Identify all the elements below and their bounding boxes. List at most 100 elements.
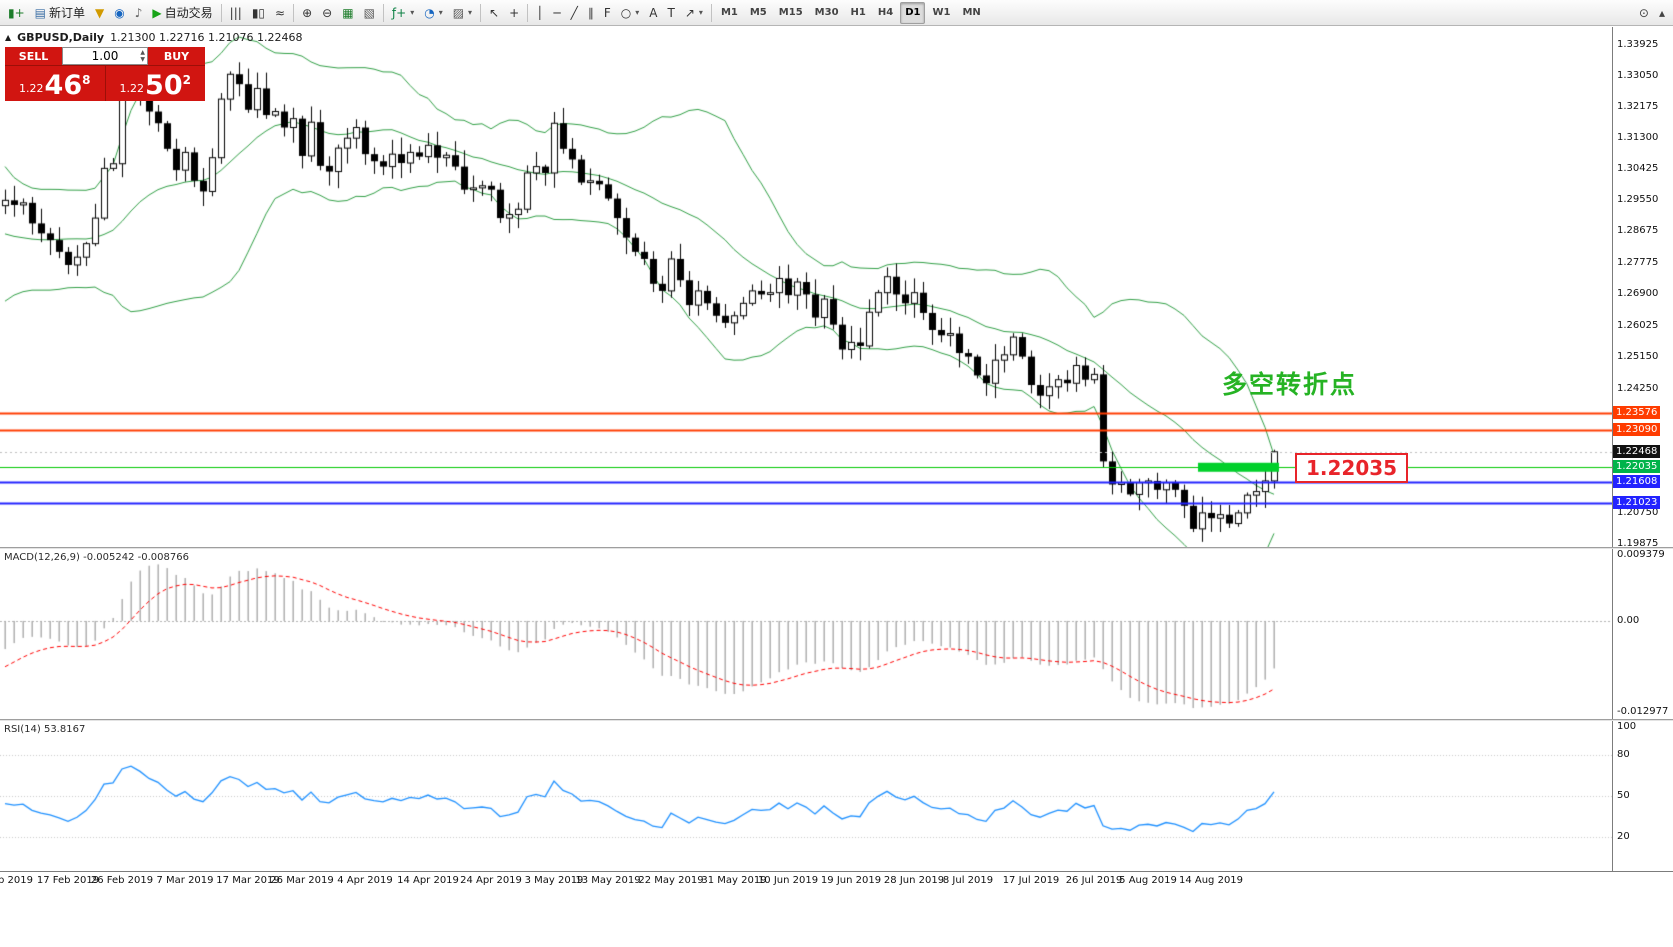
zoom-out-icon: ⊖: [322, 5, 333, 20]
chart-ohlc-values: 1.21300 1.22716 1.21076 1.22468: [110, 31, 303, 44]
zoom-out-button[interactable]: ⊖: [318, 2, 336, 24]
autotrading-icon: ▶: [152, 5, 162, 20]
cursor-icon: ↖: [489, 5, 500, 20]
time-axis-label: 19 Jun 2019: [820, 875, 882, 886]
volume-up-button[interactable]: ▲: [140, 49, 145, 56]
candlestick-chart-button[interactable]: ▮▯: [248, 2, 269, 24]
tile-windows-icon: ▦: [342, 5, 354, 20]
new-order-button[interactable]: ▤ 新订单: [31, 2, 89, 24]
macd-canvas[interactable]: [0, 549, 1612, 719]
rsi-axis[interactable]: 100 80 50 20: [1612, 721, 1673, 871]
chart-symbol-label: GBPUSD,Daily: [17, 31, 105, 44]
sell-button[interactable]: SELL: [5, 47, 62, 65]
trendline-icon: ╱: [570, 5, 578, 20]
rsi-axis-label: 100: [1617, 721, 1637, 732]
volume-down-button[interactable]: ▼: [140, 56, 145, 63]
market-watch-icon: ◉: [114, 5, 125, 20]
autotrading-button[interactable]: ▶ 自动交易: [148, 2, 216, 24]
sell-price-big: 46: [44, 70, 83, 101]
tile-windows-button[interactable]: ▦: [338, 2, 357, 24]
search-button[interactable]: ⊙: [1635, 2, 1653, 24]
shapes-button[interactable]: ○ ▾: [617, 2, 644, 24]
volume-input[interactable]: 1.00 ▲ ▼: [62, 47, 148, 65]
price-axis-label: 1.31300: [1617, 132, 1659, 144]
timeframe-mn-button[interactable]: MN: [962, 7, 981, 18]
bar-chart-icon: |||: [229, 5, 242, 20]
buy-button[interactable]: BUY: [148, 47, 205, 65]
timeframe-m5-button[interactable]: M5: [749, 7, 767, 18]
templates-button[interactable]: ▨ ▾: [449, 2, 476, 24]
indicators-icon: ƒ+: [391, 5, 407, 20]
panel-splitter[interactable]: [0, 719, 1673, 721]
arrows-button[interactable]: ↗ ▾: [681, 2, 707, 24]
fibonacci-icon: F: [603, 5, 611, 20]
timeframe-w1-button[interactable]: W1: [932, 7, 951, 18]
indicators-button[interactable]: ƒ+ ▾: [388, 2, 418, 24]
timeframe-m15-button[interactable]: M15: [778, 7, 803, 18]
fibonacci-button[interactable]: F: [600, 2, 615, 24]
one-click-trading-panel: SELL 1.00 ▲ ▼ BUY 1.22 46 8 1.22: [5, 47, 205, 101]
price-axis[interactable]: 1.33925 1.33050 1.32175 1.31300 1.30425 1.295…: [1612, 27, 1673, 547]
chevron-down-icon: ▾: [698, 8, 703, 17]
vertical-line-icon: │: [536, 5, 544, 20]
vertical-line-button[interactable]: │: [532, 2, 547, 24]
price-axis-tag[interactable]: 1.22035: [1613, 460, 1661, 474]
line-chart-button[interactable]: ≈: [271, 2, 289, 24]
autotrading-label: 自动交易: [164, 6, 213, 20]
chart-profiles-button[interactable]: ▼: [91, 2, 108, 24]
rsi-axis-label: 20: [1617, 831, 1630, 843]
new-chart-button[interactable]: ▮+: [4, 2, 29, 24]
toolbar-separator: [293, 3, 295, 22]
timeframe-m30-button[interactable]: M30: [814, 7, 839, 18]
volume-value: 1.00: [91, 49, 119, 63]
price-axis-label: 1.29550: [1617, 194, 1659, 206]
zoom-in-icon: ⊕: [302, 5, 313, 20]
sell-price-button[interactable]: 1.22 46 8: [5, 66, 105, 101]
price-axis-label: 1.32175: [1617, 101, 1659, 113]
price-callout-label[interactable]: 1.22035: [1295, 453, 1409, 484]
time-axis-label: 17 Mar 2019: [216, 875, 280, 886]
macd-axis-label: 0.009379: [1617, 549, 1665, 560]
text-label-icon: T: [667, 5, 675, 20]
text-label-button[interactable]: T: [664, 2, 679, 24]
market-watch-button[interactable]: ◉: [110, 2, 128, 24]
chevron-down-icon: ▾: [410, 8, 415, 17]
text-button[interactable]: A: [645, 2, 661, 24]
timeframe-m1-button[interactable]: M1: [720, 7, 738, 18]
price-axis-tag[interactable]: 1.23090: [1613, 422, 1661, 436]
time-axis-label: 8 Jul 2019: [942, 875, 994, 886]
toolbar-separator: [480, 3, 482, 22]
arrows-icon: ↗: [684, 5, 695, 20]
time-axis-label: 5 Aug 2019: [1119, 875, 1177, 886]
timeframe-d1-button[interactable]: D1: [900, 1, 926, 24]
rsi-canvas[interactable]: [0, 721, 1612, 871]
time-axis-label: 10 Jun 2019: [757, 875, 819, 886]
macd-axis[interactable]: 0.009379 0.00 -0.012977: [1612, 549, 1673, 719]
toolbar-options-button[interactable]: ▴: [1655, 2, 1669, 24]
zoom-in-button[interactable]: ⊕: [298, 2, 316, 24]
price-axis-tag[interactable]: 1.21608: [1613, 475, 1661, 489]
price-axis-tag[interactable]: 1.23576: [1613, 405, 1661, 419]
time-axis-label: 31 May 2019: [701, 875, 767, 886]
price-axis-tag[interactable]: 1.21023: [1613, 496, 1661, 510]
equidistant-channel-button[interactable]: ∥: [584, 2, 598, 24]
turning-point-annotation: 多空转折点: [1222, 370, 1358, 400]
crosshair-button[interactable]: +: [505, 2, 523, 24]
trendline-button[interactable]: ╱: [567, 2, 582, 24]
cursor-button[interactable]: ↖: [485, 2, 503, 24]
cascade-windows-button[interactable]: ▧: [360, 2, 379, 24]
panel-splitter[interactable]: [0, 547, 1673, 549]
line-chart-icon: ≈: [275, 5, 286, 20]
horizontal-line-button[interactable]: ─: [549, 2, 564, 24]
bar-chart-button[interactable]: |||: [226, 2, 246, 24]
timeframe-h1-button[interactable]: H1: [850, 7, 866, 18]
period-presets-button[interactable]: ◔ ▾: [420, 2, 447, 24]
price-axis-label: 1.24250: [1617, 382, 1659, 394]
timeframe-h4-button[interactable]: H4: [877, 7, 894, 18]
macd-axis-label: 0.00: [1617, 614, 1640, 626]
price-axis-label: 1.26900: [1617, 288, 1659, 300]
one-click-toggle-icon[interactable]: ▲: [5, 33, 12, 42]
sounds-button[interactable]: ♪: [131, 2, 147, 24]
buy-price-button[interactable]: 1.22 50 2: [105, 66, 205, 101]
